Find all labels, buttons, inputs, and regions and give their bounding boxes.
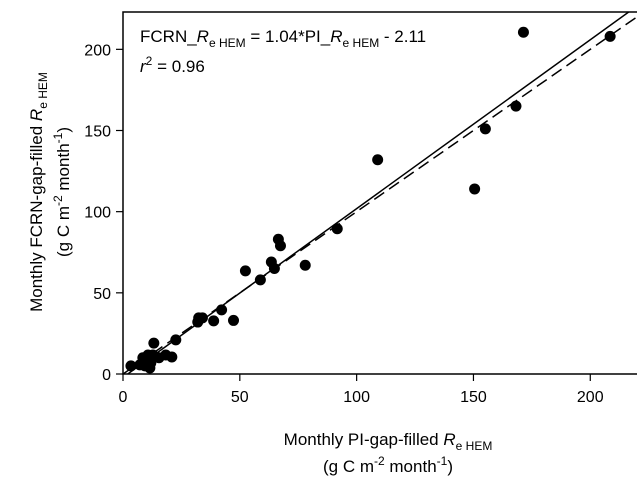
point	[510, 100, 522, 112]
r-squared: r2 = 0.96	[140, 54, 205, 76]
text-part: (g C m	[323, 457, 374, 476]
text-part: R	[443, 430, 455, 449]
point	[216, 304, 228, 316]
text-part: -1	[51, 132, 65, 143]
text-part: = 1.04*PI_	[246, 27, 331, 46]
y-tick-label: 100	[84, 205, 111, 222]
text-part: R	[197, 27, 209, 46]
text-part: e HEM	[209, 36, 246, 50]
text-part: (g C m	[54, 206, 73, 257]
x-tick-label: 0	[119, 389, 128, 406]
text-part: r	[140, 57, 147, 76]
point	[148, 337, 160, 349]
point	[192, 316, 204, 328]
y-tick-label: 0	[102, 367, 111, 384]
point	[517, 26, 529, 38]
point	[228, 314, 240, 326]
text-part: FCRN_	[140, 27, 197, 46]
point	[239, 265, 251, 277]
point	[268, 262, 280, 274]
point	[372, 154, 384, 166]
text-part: e HEM	[456, 439, 493, 453]
text-part: )	[447, 457, 453, 476]
point	[137, 352, 149, 364]
plot-area	[123, 12, 637, 374]
text-part: -1	[437, 454, 448, 468]
point	[479, 123, 491, 135]
point	[254, 274, 266, 286]
point	[299, 259, 311, 271]
text-part: e HEM	[343, 36, 380, 50]
point	[125, 360, 137, 372]
point	[469, 183, 481, 195]
point	[604, 30, 616, 42]
y-tick-label: 200	[84, 42, 111, 59]
point	[274, 240, 286, 252]
text-part: 2	[146, 54, 153, 68]
y-tick-label: 150	[84, 124, 111, 141]
point	[170, 334, 182, 346]
x-tick-label: 50	[231, 389, 249, 406]
reference-line	[123, 16, 637, 374]
y-axis-label: (g C m-2 month-1)	[51, 127, 73, 257]
text-part: -2	[374, 454, 385, 468]
text-part: = 0.96	[152, 57, 204, 76]
text-part: )	[54, 127, 73, 133]
x-tick-label: 100	[343, 389, 370, 406]
y-axis-label: Monthly FCRN-gap-filled Re HEM	[27, 72, 50, 312]
x-tick-label: 150	[460, 389, 487, 406]
point	[144, 362, 156, 374]
text-part: -2	[51, 195, 65, 206]
x-axis-label: Monthly PI-gap-filled Re HEM	[284, 430, 493, 453]
text-part: month	[385, 457, 437, 476]
regression-line	[126, 12, 630, 374]
text-part: month	[54, 143, 73, 195]
text-part: - 2.11	[379, 27, 426, 46]
y-tick-label: 50	[93, 286, 111, 303]
point	[331, 223, 343, 235]
text-part: e HEM	[36, 72, 50, 109]
text-part: R	[330, 27, 342, 46]
x-axis-label: (g C m-2 month-1)	[323, 454, 453, 476]
point	[208, 315, 220, 327]
text-part: R	[27, 109, 46, 121]
equation: FCRN_Re HEM = 1.04*PI_Re HEM - 2.11	[140, 27, 426, 50]
axis-frame	[122, 11, 637, 375]
text-part: Monthly FCRN-gap-filled	[27, 121, 46, 312]
text-part: Monthly PI-gap-filled	[284, 430, 444, 449]
x-tick-label: 200	[577, 389, 604, 406]
